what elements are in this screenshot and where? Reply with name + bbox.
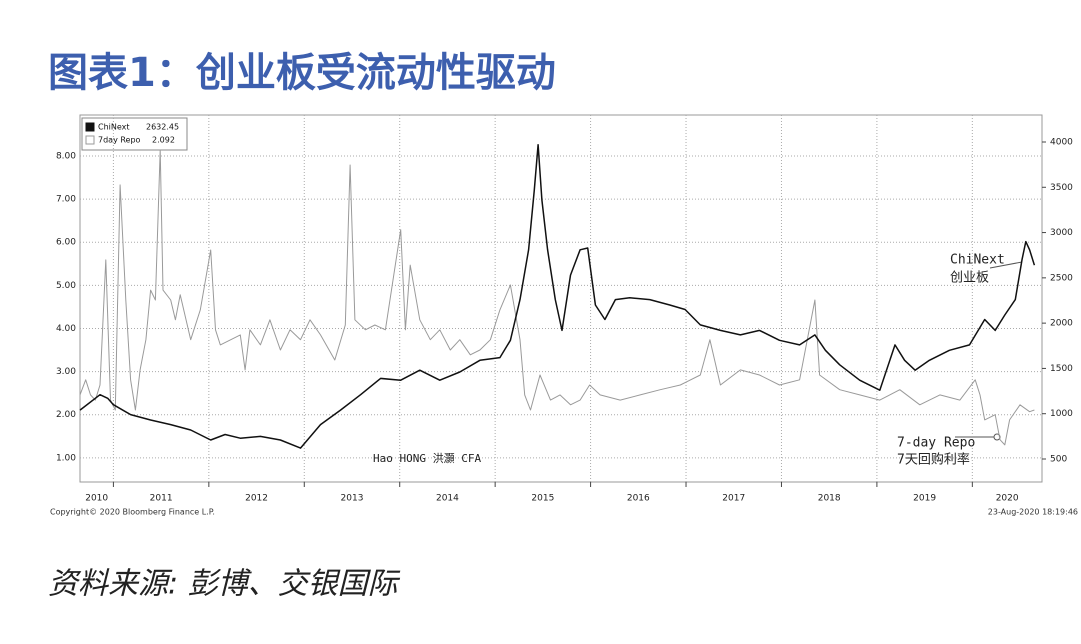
x-tick-label: 2019 [913,494,936,504]
y-tick-label: 7.00 [56,195,76,205]
y2-tick-label: 1000 [1050,409,1073,419]
y-tick-label: 3.00 [56,367,76,377]
legend-swatch [85,122,95,132]
legend-swatch [85,135,95,145]
series-line [79,149,1035,446]
page-title: 图表1：创业板受流动性驱动 [48,50,556,96]
annotation: Hao HONG 洪灝 CFA [373,451,481,465]
x-tick-label: 2010 [85,494,108,504]
timestamp: 23-Aug-2020 18:19:46 [988,508,1078,517]
x-tick-label: 2011 [150,494,173,504]
y2-tick-label: 1500 [1050,364,1073,374]
annotation-arrow [989,261,1023,269]
x-tick-label: 2012 [245,494,268,504]
y2-tick-label: 4000 [1050,137,1073,147]
x-tick-label: 2014 [436,494,459,504]
y-tick-label: 8.00 [56,151,76,161]
y-tick-label: 6.00 [56,238,76,248]
series-line [79,143,1036,449]
x-tick-label: 2015 [531,494,554,504]
annotation: 7天回购利率 [897,452,970,468]
y-tick-label: 1.00 [56,453,76,463]
y2-tick-label: 3500 [1050,183,1073,193]
y-tick-label: 5.00 [56,281,76,291]
y2-tick-label: 500 [1050,454,1067,464]
legend-value: 2.092 [152,136,175,145]
annotation-marker [993,433,1001,441]
y2-tick-label: 3000 [1050,228,1073,238]
legend-label: 7day Repo [98,136,141,145]
legend-label: ChiNext [98,123,130,132]
plot-frame [79,114,1043,483]
y2-tick-label: 2000 [1050,319,1073,329]
x-tick-label: 2016 [627,494,650,504]
copyright: Copyright© 2020 Bloomberg Finance L.P. [50,508,215,517]
annotation: ChiNext [950,253,1005,268]
source-note: 资料来源: 彭博、交银国际 [48,567,401,602]
annotation: 创业板 [950,271,989,286]
annotation: 7-day Repo [897,436,975,451]
y2-tick-label: 2500 [1050,273,1073,283]
legend-value: 2632.45 [146,123,179,132]
x-tick-label: 2018 [818,494,841,504]
x-tick-label: 2013 [341,494,364,504]
x-tick-label: 2017 [722,494,745,504]
y-tick-label: 4.00 [56,324,76,334]
x-tick-label: 2020 [996,494,1019,504]
legend [81,117,188,151]
y-tick-label: 2.00 [56,410,76,420]
